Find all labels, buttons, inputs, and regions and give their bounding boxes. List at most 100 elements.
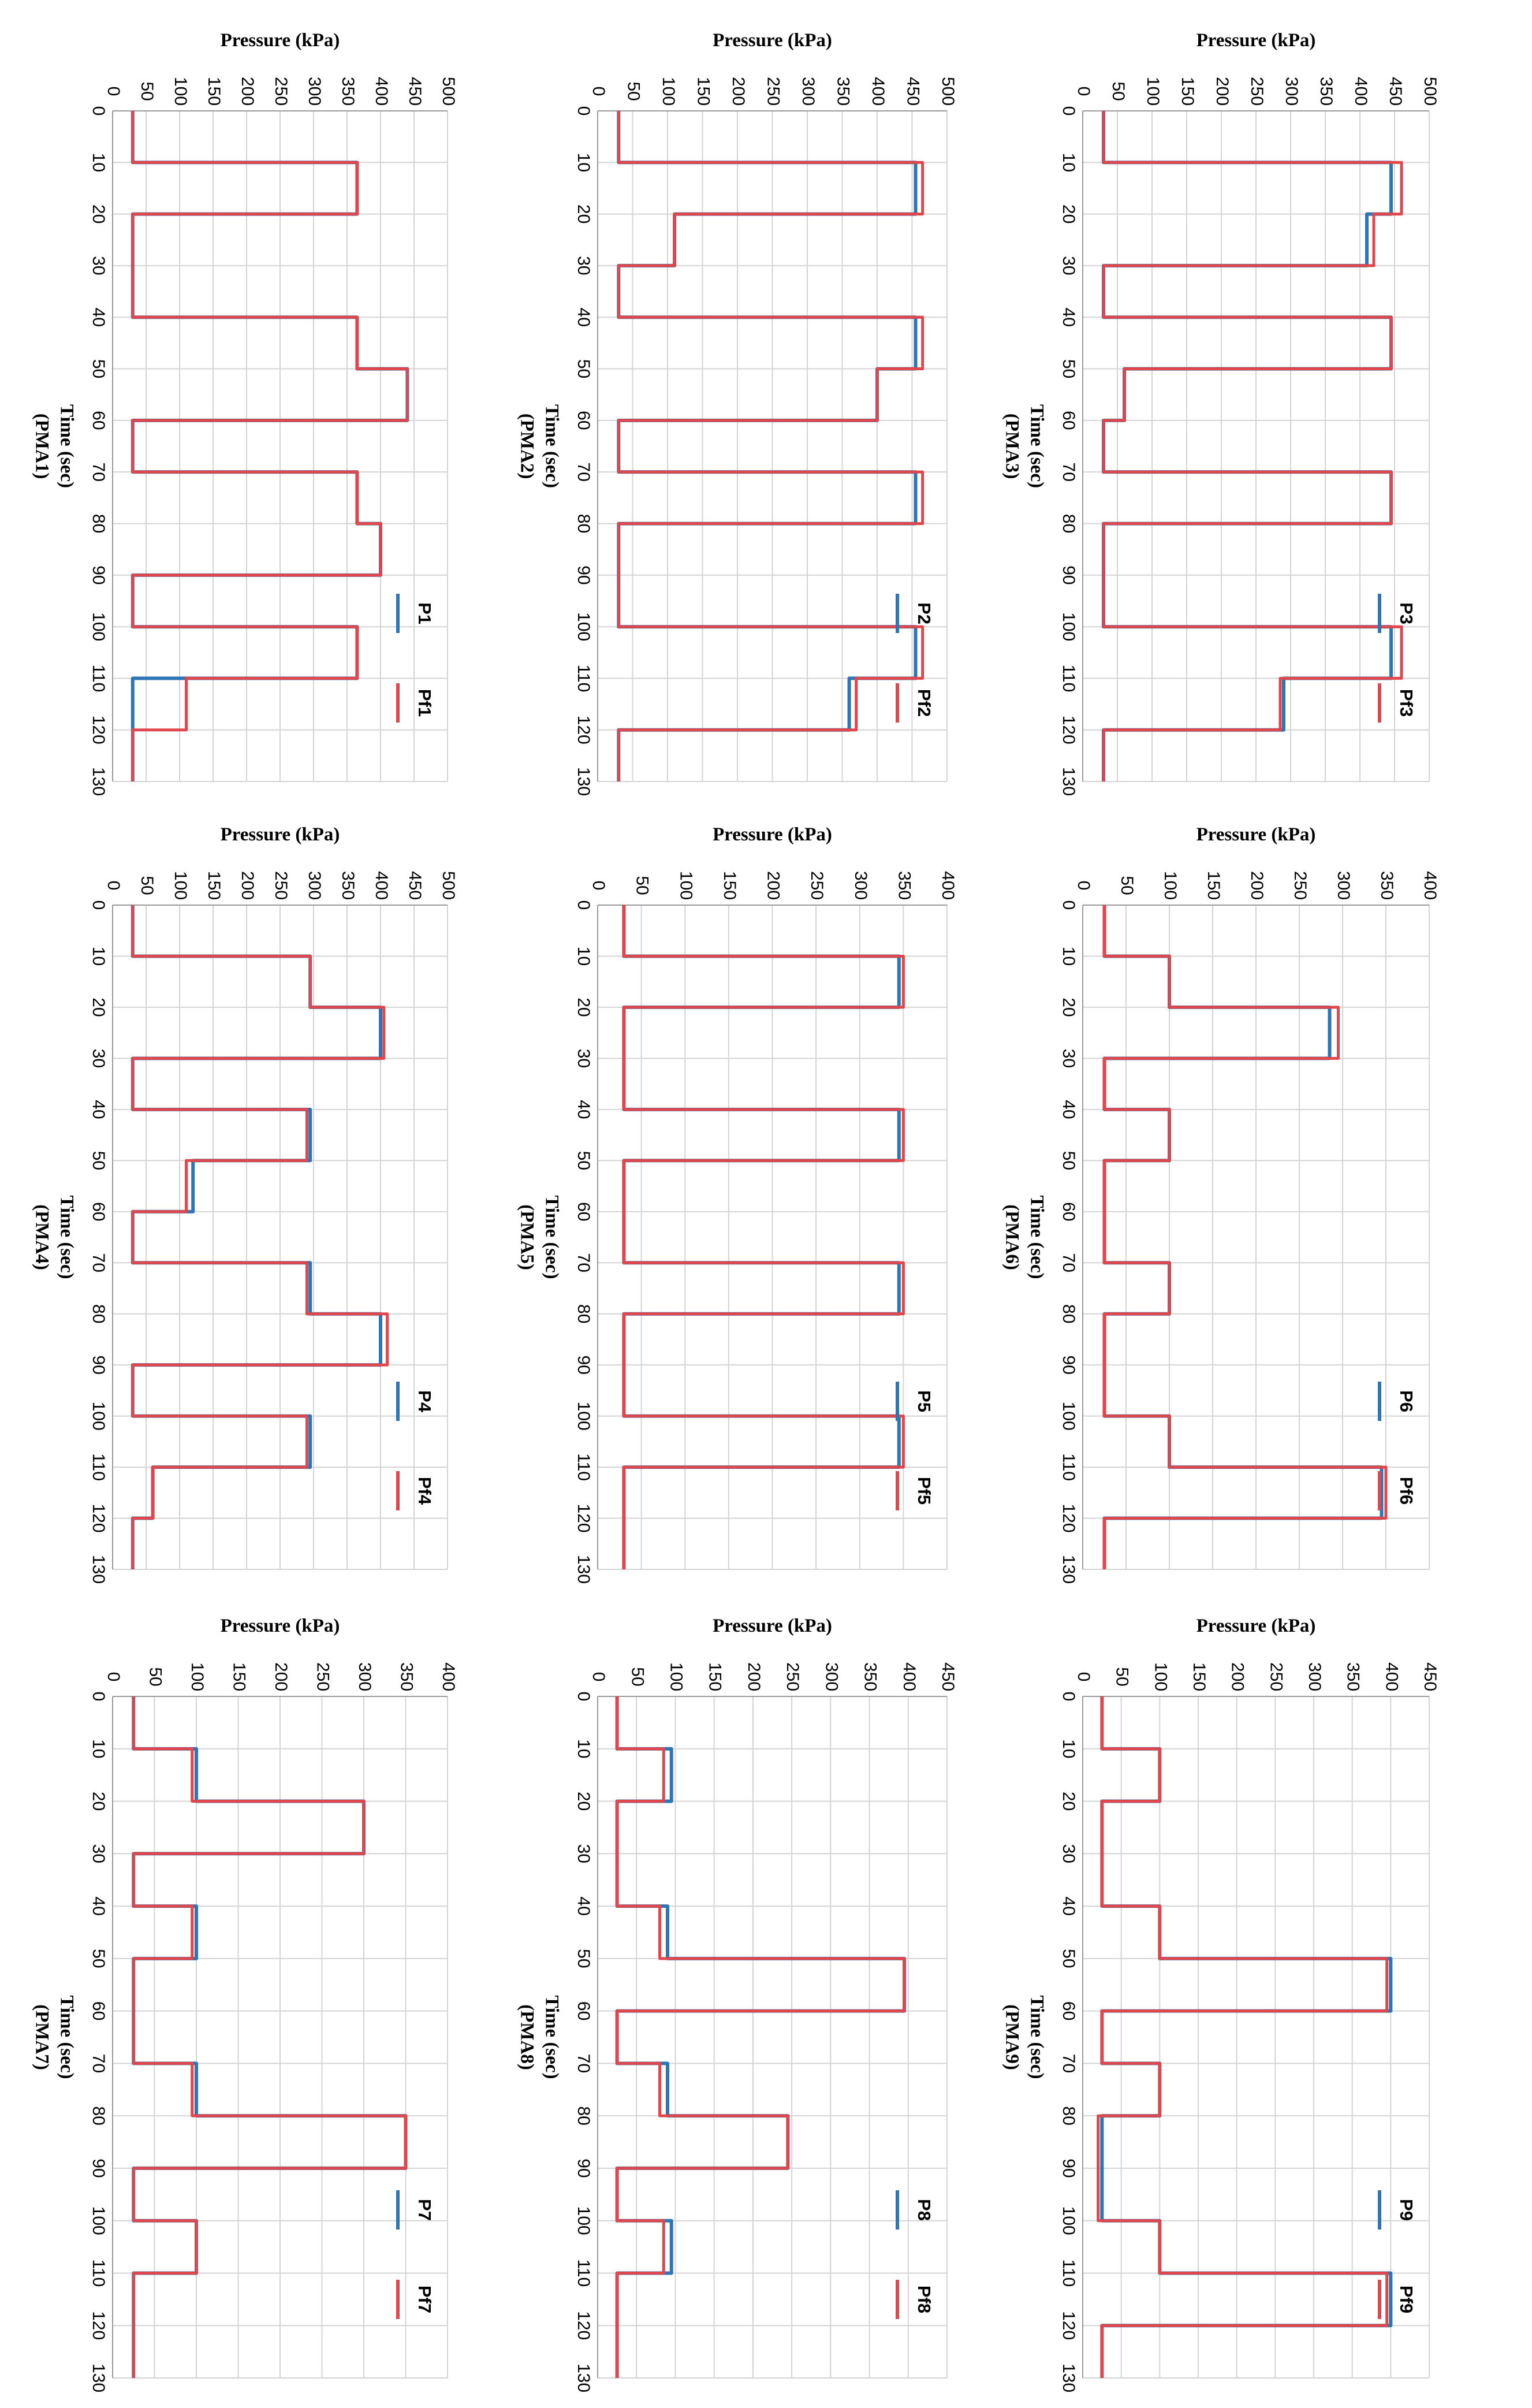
tick-label-time: 70 xyxy=(574,1253,593,1272)
tick-label-pressure: 100 xyxy=(1151,1662,1170,1691)
tick-label-time: 60 xyxy=(574,2001,593,2020)
tick-label-time: 30 xyxy=(574,256,593,275)
tick-label-time: 130 xyxy=(574,2364,593,2392)
tick-label-time: 130 xyxy=(89,1555,108,1584)
tick-label-time: 20 xyxy=(89,204,108,224)
tick-label-time: 50 xyxy=(89,1949,108,1968)
axis-title-time: Time (sec) xyxy=(1026,404,1047,488)
legend-label-p4: P4 xyxy=(415,1390,435,1413)
legend-label-p6: P6 xyxy=(1396,1390,1417,1412)
tick-label-time: 50 xyxy=(89,359,108,378)
tick-label-time: 60 xyxy=(1059,411,1078,430)
legend-label-pf3: Pf3 xyxy=(1396,689,1417,717)
axis-title-pressure: Pressure (kPa) xyxy=(1196,1616,1316,1636)
tick-label-time: 70 xyxy=(574,462,593,481)
tick-label-time: 90 xyxy=(89,565,108,585)
tick-label-pressure: 350 xyxy=(338,871,357,900)
tick-label-pressure: 200 xyxy=(744,1662,763,1691)
tick-label-time: 110 xyxy=(89,664,108,692)
tick-label-time: 0 xyxy=(574,900,593,910)
tick-label-time: 100 xyxy=(1059,1402,1078,1431)
tick-label-pressure: 300 xyxy=(799,77,818,106)
tick-label-time: 30 xyxy=(574,1049,593,1068)
tick-label-pressure: 350 xyxy=(834,77,853,106)
axis-title-pressure: Pressure (kPa) xyxy=(713,824,832,845)
panel-caption: (PMA6) xyxy=(1001,1204,1022,1270)
tick-label-time: 120 xyxy=(1059,2311,1078,2340)
tick-label-pressure: 250 xyxy=(764,77,783,106)
tick-label-pressure: 350 xyxy=(1377,871,1396,900)
tick-label-time: 60 xyxy=(89,1202,108,1221)
tick-label-time: 80 xyxy=(1059,1304,1078,1323)
tick-label-time: 90 xyxy=(574,565,593,585)
tick-label-pressure: 100 xyxy=(667,1662,686,1691)
tick-label-time: 110 xyxy=(574,664,593,692)
axis-title-time: Time (sec) xyxy=(1026,1195,1047,1279)
tick-label-pressure: 350 xyxy=(397,1662,416,1691)
tick-label-time: 110 xyxy=(1059,664,1078,692)
series-line-pf3 xyxy=(1102,111,1403,781)
tick-label-time: 40 xyxy=(574,1100,593,1119)
tick-label-pressure: 250 xyxy=(807,871,826,900)
tick-label-time: 40 xyxy=(89,1896,108,1915)
tick-label-pressure: 200 xyxy=(1228,1662,1247,1691)
tick-label-time: 50 xyxy=(574,1151,593,1170)
tick-label-pressure: 100 xyxy=(659,77,678,106)
tick-label-pressure: 400 xyxy=(439,1662,458,1691)
tick-label-time: 0 xyxy=(574,1692,593,1702)
panel-caption: (PMA4) xyxy=(31,1204,52,1270)
tick-label-time: 80 xyxy=(574,2106,593,2125)
series-line-p7 xyxy=(132,1696,408,2378)
tick-label-time: 20 xyxy=(574,204,593,224)
tick-label-time: 30 xyxy=(89,256,108,275)
tick-label-pressure: 200 xyxy=(729,77,748,106)
tick-label-pressure: 500 xyxy=(439,77,458,106)
legend-label-pf6: Pf6 xyxy=(1396,1477,1417,1505)
tick-label-time: 70 xyxy=(574,2054,593,2073)
tick-label-time: 70 xyxy=(1059,462,1078,481)
tick-label-time: 120 xyxy=(574,1504,593,1533)
tick-label-pressure: 300 xyxy=(355,1662,374,1691)
tick-label-time: 40 xyxy=(1059,308,1078,327)
tick-label-time: 10 xyxy=(1059,1739,1078,1758)
tick-label-pressure: 100 xyxy=(676,871,695,900)
tick-label-pressure: 400 xyxy=(1421,871,1440,900)
tick-label-time: 50 xyxy=(574,1949,593,1968)
tick-label-time: 110 xyxy=(89,1453,108,1481)
axis-title-time: Time (sec) xyxy=(56,404,77,488)
series-line-p8 xyxy=(615,1696,907,2378)
legend-label-p7: P7 xyxy=(415,2199,435,2221)
tick-label-pressure: 250 xyxy=(271,77,290,106)
tick-label-time: 120 xyxy=(1059,1504,1078,1533)
tick-label-time: 50 xyxy=(89,1151,108,1170)
tick-label-pressure: 150 xyxy=(204,871,223,900)
tick-label-time: 60 xyxy=(89,2001,108,2020)
tick-label-time: 40 xyxy=(1059,1896,1078,1915)
tick-label-time: 100 xyxy=(1059,2206,1078,2235)
tick-label-time: 120 xyxy=(89,1504,108,1533)
tick-label-time: 130 xyxy=(574,1555,593,1584)
legend-label-pf2: Pf2 xyxy=(914,689,934,717)
tick-label-time: 0 xyxy=(1059,1692,1078,1702)
tick-label-pressure: 150 xyxy=(230,1662,249,1691)
tick-label-time: 70 xyxy=(1059,1253,1078,1272)
tick-label-time: 30 xyxy=(1059,1844,1078,1863)
tick-label-time: 80 xyxy=(89,1304,108,1323)
tick-label-time: 0 xyxy=(574,106,593,116)
tick-label-time: 90 xyxy=(89,1355,108,1374)
axis-title-pressure: Pressure (kPa) xyxy=(713,1616,832,1636)
legend-label-p8: P8 xyxy=(914,2199,934,2221)
tick-label-time: 100 xyxy=(89,1402,108,1431)
tick-label-pressure: 300 xyxy=(1305,1662,1324,1691)
tick-label-pressure: 400 xyxy=(372,77,391,106)
tick-label-time: 10 xyxy=(1059,153,1078,172)
tick-label-time: 30 xyxy=(1059,256,1078,275)
tick-label-time: 130 xyxy=(1059,1555,1078,1584)
tick-label-time: 40 xyxy=(89,1100,108,1119)
tick-label-time: 20 xyxy=(1059,998,1078,1017)
tick-label-pressure: 50 xyxy=(633,876,652,895)
legend-label-pf1: Pf1 xyxy=(415,689,435,717)
series-line-pf6 xyxy=(1103,905,1388,1569)
